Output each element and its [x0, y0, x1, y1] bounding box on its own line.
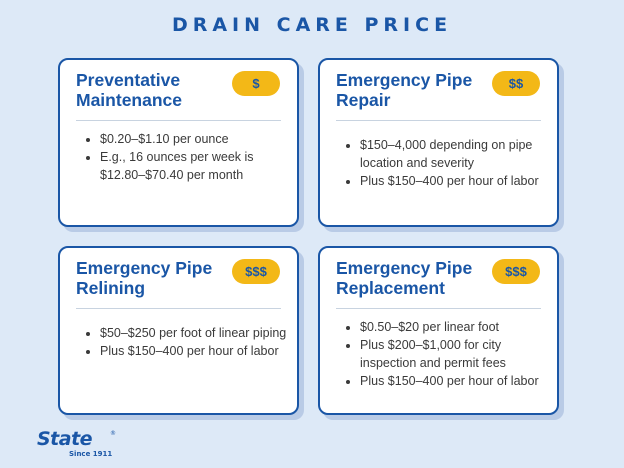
price-tier-badge: $$	[492, 71, 540, 96]
divider	[76, 308, 281, 309]
list-item: $0.50–$20 per linear foot	[360, 318, 547, 336]
list-item: Plus $150–400 per hour of labor	[360, 372, 547, 390]
divider	[336, 120, 541, 121]
divider	[336, 308, 541, 309]
price-tier-badge: $$$	[492, 259, 540, 284]
list-item: Plus $200–$1,000 for city inspection and…	[360, 336, 547, 372]
price-card-emergency-pipe-relining: Emergency Pipe Relining $$$ $50–$250 per…	[58, 246, 299, 415]
list-item: Plus $150–400 per hour of labor	[100, 342, 287, 360]
list-item: Plus $150–400 per hour of labor	[360, 172, 547, 190]
price-card-preventative-maintenance: Preventative Maintenance $ $0.20–$1.10 p…	[58, 58, 299, 227]
card-title: Emergency Pipe Repair	[336, 70, 473, 110]
divider	[76, 120, 281, 121]
logo-wordmark: State	[37, 428, 93, 450]
list-item: E.g., 16 ounces per week is $12.80–$70.4…	[100, 148, 287, 184]
card-title: Emergency Pipe Replacement	[336, 258, 473, 298]
price-list: $0.50–$20 per linear foot Plus $200–$1,0…	[340, 318, 547, 390]
card-title: Preventative Maintenance	[76, 70, 182, 110]
list-item: $150–4,000 depending on pipe location an…	[360, 136, 547, 172]
list-item: $50–$250 per foot of linear piping	[100, 324, 287, 342]
price-tier-badge: $	[232, 71, 280, 96]
registered-mark: ®	[110, 430, 116, 437]
card-title: Emergency Pipe Relining	[76, 258, 213, 298]
price-list: $150–4,000 depending on pipe location an…	[340, 136, 547, 190]
price-card-emergency-pipe-repair: Emergency Pipe Repair $$ $150–4,000 depe…	[318, 58, 559, 227]
list-item: $0.20–$1.10 per ounce	[100, 130, 287, 148]
price-tier-badge: $$$	[232, 259, 280, 284]
price-list: $0.20–$1.10 per ounce E.g., 16 ounces pe…	[80, 130, 287, 184]
price-list: $50–$250 per foot of linear piping Plus …	[80, 324, 287, 360]
state-logo: State ® Since 1911	[37, 428, 117, 462]
logo-tagline: Since 1911	[69, 450, 113, 458]
price-card-emergency-pipe-replacement: Emergency Pipe Replacement $$$ $0.50–$20…	[318, 246, 559, 415]
page-title: DRAIN CARE PRICE	[171, 14, 453, 36]
